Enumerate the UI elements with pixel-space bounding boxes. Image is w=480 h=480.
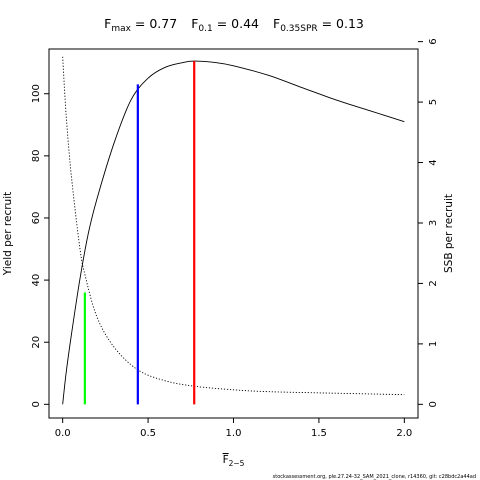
x-tick-label: 1.0 <box>226 428 242 439</box>
ssb-per-recruit-line <box>62 56 405 396</box>
y-left-tick-label: 100 <box>31 84 42 103</box>
x-tick-label: 0.5 <box>140 428 156 439</box>
y-right-tick-label: 4 <box>428 159 439 165</box>
y-right-tick-label: 2 <box>428 280 439 286</box>
x-tick-label: 0.0 <box>55 428 71 439</box>
x-tick-label: 1.5 <box>311 428 327 439</box>
x-tick-label: 2.0 <box>396 428 412 439</box>
x-axis-title: F2−5 <box>223 454 245 468</box>
footer-text: stockassessment.org, ple.27.24-32_SAM_20… <box>273 474 476 480</box>
plot-frame <box>48 48 419 419</box>
yield-per-recruit-line <box>62 60 405 405</box>
y-right-tick-label: 5 <box>428 99 439 105</box>
y-left-tick-label: 40 <box>31 274 42 287</box>
y-left-tick-label: 0 <box>31 401 42 407</box>
y-right-tick-label: 3 <box>428 220 439 226</box>
y-left-tick-label: 20 <box>31 336 42 349</box>
y-right-tick-label: 6 <box>428 38 439 44</box>
chart-marks: 0.0 0.5 1.0 1.5 2.0 0 20 40 60 80 100 0 1 2 3 4 5 6 Yield … <box>2 16 455 468</box>
y-right-tick-label: 0 <box>428 401 439 407</box>
y-left-axis-title: Yield per recruit <box>2 192 14 276</box>
chart-title: Fmax = 0.77 F0.1 = 0.44 F0.35SPR = 0.13 <box>104 16 364 34</box>
y-right-tick-label: 1 <box>428 341 439 347</box>
y-left-tick-label: 60 <box>31 212 42 225</box>
y-left-tick-label: 80 <box>31 149 42 162</box>
y-right-axis-title: SSB per recruit <box>443 194 455 273</box>
